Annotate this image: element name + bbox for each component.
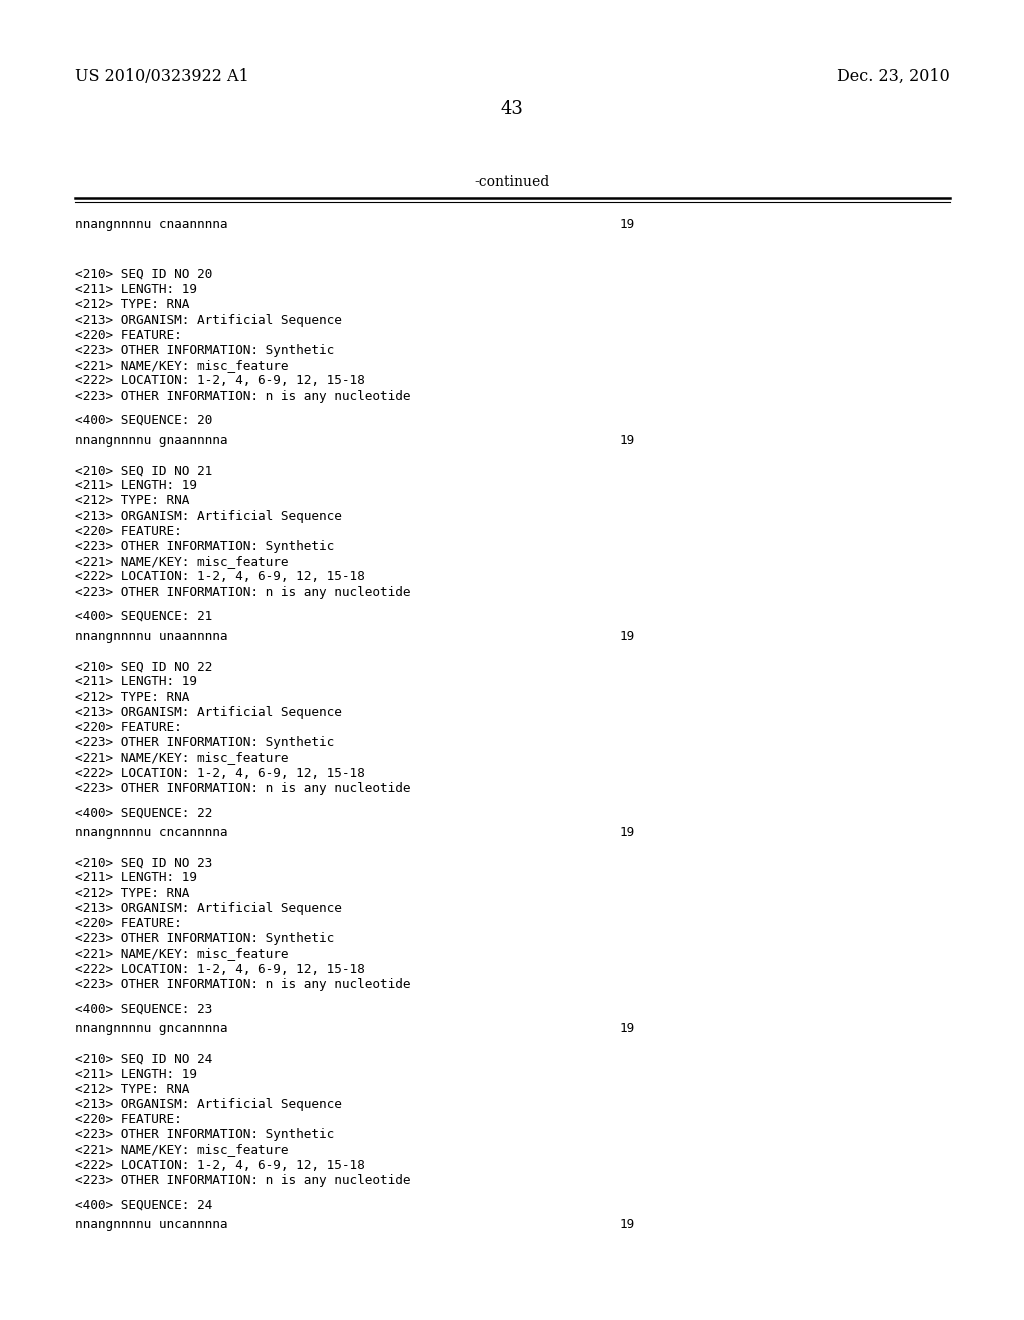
Text: nnangnnnnu uncannnna: nnangnnnnu uncannnna <box>75 1218 227 1232</box>
Text: <223> OTHER INFORMATION: n is any nucleotide: <223> OTHER INFORMATION: n is any nucleo… <box>75 389 411 403</box>
Text: <223> OTHER INFORMATION: n is any nucleotide: <223> OTHER INFORMATION: n is any nucleo… <box>75 1173 411 1187</box>
Text: <211> LENGTH: 19: <211> LENGTH: 19 <box>75 871 197 884</box>
Text: <400> SEQUENCE: 22: <400> SEQUENCE: 22 <box>75 807 212 820</box>
Text: <213> ORGANISM: Artificial Sequence: <213> ORGANISM: Artificial Sequence <box>75 314 342 326</box>
Text: nnangnnnnu unaannnna: nnangnnnnu unaannnna <box>75 630 227 643</box>
Text: <213> ORGANISM: Artificial Sequence: <213> ORGANISM: Artificial Sequence <box>75 902 342 915</box>
Text: <212> TYPE: RNA: <212> TYPE: RNA <box>75 690 189 704</box>
Text: <213> ORGANISM: Artificial Sequence: <213> ORGANISM: Artificial Sequence <box>75 1098 342 1111</box>
Text: <223> OTHER INFORMATION: n is any nucleotide: <223> OTHER INFORMATION: n is any nucleo… <box>75 978 411 991</box>
Text: <211> LENGTH: 19: <211> LENGTH: 19 <box>75 479 197 492</box>
Text: <210> SEQ ID NO 21: <210> SEQ ID NO 21 <box>75 465 212 477</box>
Text: <213> ORGANISM: Artificial Sequence: <213> ORGANISM: Artificial Sequence <box>75 510 342 523</box>
Text: <212> TYPE: RNA: <212> TYPE: RNA <box>75 298 189 312</box>
Text: <212> TYPE: RNA: <212> TYPE: RNA <box>75 495 189 507</box>
Text: <210> SEQ ID NO 24: <210> SEQ ID NO 24 <box>75 1052 212 1065</box>
Text: 19: 19 <box>620 434 635 446</box>
Text: <223> OTHER INFORMATION: Synthetic: <223> OTHER INFORMATION: Synthetic <box>75 932 334 945</box>
Text: <221> NAME/KEY: misc_feature: <221> NAME/KEY: misc_feature <box>75 1143 289 1156</box>
Text: <400> SEQUENCE: 21: <400> SEQUENCE: 21 <box>75 610 212 623</box>
Text: <220> FEATURE:: <220> FEATURE: <box>75 525 181 537</box>
Text: <222> LOCATION: 1-2, 4, 6-9, 12, 15-18: <222> LOCATION: 1-2, 4, 6-9, 12, 15-18 <box>75 570 365 583</box>
Text: <221> NAME/KEY: misc_feature: <221> NAME/KEY: misc_feature <box>75 556 289 569</box>
Text: <212> TYPE: RNA: <212> TYPE: RNA <box>75 887 189 900</box>
Text: <213> ORGANISM: Artificial Sequence: <213> ORGANISM: Artificial Sequence <box>75 706 342 719</box>
Text: <222> LOCATION: 1-2, 4, 6-9, 12, 15-18: <222> LOCATION: 1-2, 4, 6-9, 12, 15-18 <box>75 767 365 780</box>
Text: <210> SEQ ID NO 20: <210> SEQ ID NO 20 <box>75 268 212 281</box>
Text: <223> OTHER INFORMATION: Synthetic: <223> OTHER INFORMATION: Synthetic <box>75 540 334 553</box>
Text: <210> SEQ ID NO 22: <210> SEQ ID NO 22 <box>75 660 212 673</box>
Text: Dec. 23, 2010: Dec. 23, 2010 <box>838 69 950 84</box>
Text: <221> NAME/KEY: misc_feature: <221> NAME/KEY: misc_feature <box>75 359 289 372</box>
Text: <211> LENGTH: 19: <211> LENGTH: 19 <box>75 676 197 688</box>
Text: <223> OTHER INFORMATION: n is any nucleotide: <223> OTHER INFORMATION: n is any nucleo… <box>75 781 411 795</box>
Text: <223> OTHER INFORMATION: Synthetic: <223> OTHER INFORMATION: Synthetic <box>75 345 334 356</box>
Text: <220> FEATURE:: <220> FEATURE: <box>75 1113 181 1126</box>
Text: <400> SEQUENCE: 23: <400> SEQUENCE: 23 <box>75 1002 212 1015</box>
Text: 19: 19 <box>620 630 635 643</box>
Text: nnangnnnnu cncannnna: nnangnnnnu cncannnna <box>75 826 227 838</box>
Text: <210> SEQ ID NO 23: <210> SEQ ID NO 23 <box>75 857 212 870</box>
Text: <222> LOCATION: 1-2, 4, 6-9, 12, 15-18: <222> LOCATION: 1-2, 4, 6-9, 12, 15-18 <box>75 962 365 975</box>
Text: <221> NAME/KEY: misc_feature: <221> NAME/KEY: misc_feature <box>75 751 289 764</box>
Text: 19: 19 <box>620 826 635 838</box>
Text: 19: 19 <box>620 1218 635 1232</box>
Text: <223> OTHER INFORMATION: n is any nucleotide: <223> OTHER INFORMATION: n is any nucleo… <box>75 586 411 599</box>
Text: US 2010/0323922 A1: US 2010/0323922 A1 <box>75 69 249 84</box>
Text: <211> LENGTH: 19: <211> LENGTH: 19 <box>75 1068 197 1081</box>
Text: <220> FEATURE:: <220> FEATURE: <box>75 329 181 342</box>
Text: <223> OTHER INFORMATION: Synthetic: <223> OTHER INFORMATION: Synthetic <box>75 1129 334 1142</box>
Text: 19: 19 <box>620 218 635 231</box>
Text: <222> LOCATION: 1-2, 4, 6-9, 12, 15-18: <222> LOCATION: 1-2, 4, 6-9, 12, 15-18 <box>75 375 365 387</box>
Text: <211> LENGTH: 19: <211> LENGTH: 19 <box>75 284 197 296</box>
Text: nnangnnnnu gnaannnna: nnangnnnnu gnaannnna <box>75 434 227 446</box>
Text: <220> FEATURE:: <220> FEATURE: <box>75 721 181 734</box>
Text: <220> FEATURE:: <220> FEATURE: <box>75 917 181 931</box>
Text: 19: 19 <box>620 1022 635 1035</box>
Text: -continued: -continued <box>474 176 550 189</box>
Text: nnangnnnnu gncannnna: nnangnnnnu gncannnna <box>75 1022 227 1035</box>
Text: <221> NAME/KEY: misc_feature: <221> NAME/KEY: misc_feature <box>75 948 289 961</box>
Text: <223> OTHER INFORMATION: Synthetic: <223> OTHER INFORMATION: Synthetic <box>75 737 334 750</box>
Text: <400> SEQUENCE: 24: <400> SEQUENCE: 24 <box>75 1199 212 1212</box>
Text: nnangnnnnu cnaannnna: nnangnnnnu cnaannnna <box>75 218 227 231</box>
Text: <400> SEQUENCE: 20: <400> SEQUENCE: 20 <box>75 414 212 426</box>
Text: 43: 43 <box>501 100 523 117</box>
Text: <222> LOCATION: 1-2, 4, 6-9, 12, 15-18: <222> LOCATION: 1-2, 4, 6-9, 12, 15-18 <box>75 1159 365 1172</box>
Text: <212> TYPE: RNA: <212> TYPE: RNA <box>75 1082 189 1096</box>
